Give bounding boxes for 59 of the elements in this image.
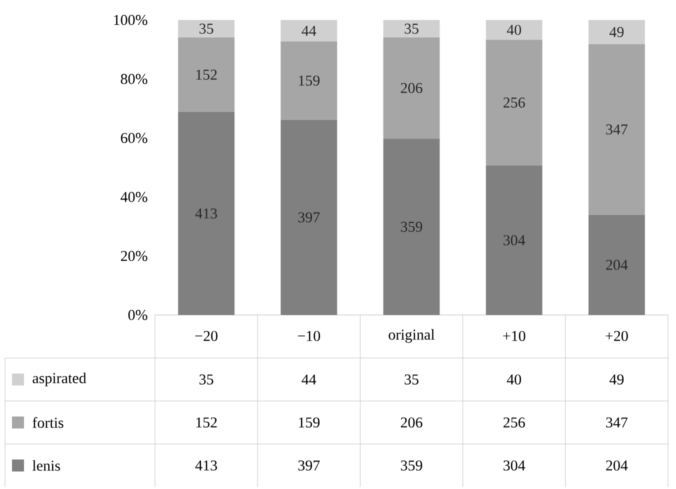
text: 256: [504, 417, 525, 428]
bar: [280, 120, 338, 315]
bar: [588, 20, 645, 44]
annotation: 204: [606, 260, 628, 270]
annotation: 35: [404, 24, 418, 34]
annotation: 347: [606, 124, 628, 134]
y-tick-label: 0%: [128, 310, 148, 320]
annotation: 413: [195, 208, 217, 219]
text: 347: [606, 417, 628, 428]
text: 35: [200, 374, 214, 385]
annotation: 206: [400, 82, 422, 94]
annotation: 152: [196, 70, 217, 80]
x-tick-label: −10: [298, 330, 320, 342]
text: 49: [610, 374, 624, 385]
bar: [280, 20, 338, 42]
annotation: 40: [506, 24, 522, 35]
annotation: 359: [400, 222, 422, 232]
text: 40: [506, 374, 522, 385]
legend-label: aspirated: [32, 372, 86, 386]
annotation: 159: [298, 76, 320, 86]
bar: [486, 20, 542, 40]
annotation: 44: [302, 26, 316, 36]
text: 206: [400, 417, 422, 428]
bar: [486, 40, 542, 166]
text: 397: [298, 460, 320, 471]
y-tick-label: 20%: [120, 250, 148, 262]
annotation: 304: [504, 235, 526, 246]
x-tick-label: −20: [195, 330, 218, 342]
annotation: 256: [504, 98, 525, 108]
text: 152: [196, 417, 217, 428]
y-tick-label: 40%: [120, 192, 148, 202]
text: 359: [400, 460, 422, 471]
text: 35: [404, 374, 418, 385]
bar: [178, 37, 235, 112]
annotation: 35: [200, 24, 214, 34]
y-tick-label: 100%: [114, 14, 148, 26]
y-tick-label: 60%: [120, 132, 148, 144]
text: 413: [195, 460, 217, 471]
bar: [588, 214, 645, 315]
bar: [588, 44, 645, 215]
annotation: 397: [298, 212, 320, 222]
annotation: 49: [610, 27, 624, 38]
bar: [383, 138, 440, 315]
bar: [280, 42, 338, 120]
bar: [178, 112, 235, 315]
legend-label: lenis: [32, 460, 60, 471]
text: 159: [298, 417, 320, 428]
x-tick-label: original: [388, 329, 435, 343]
bar: [383, 20, 440, 38]
bar: [486, 165, 542, 315]
bar: [383, 37, 440, 139]
legend-label: fortis: [32, 417, 64, 428]
text: 304: [504, 460, 526, 471]
text: 204: [606, 460, 628, 471]
x-tick-label: +20: [606, 330, 628, 342]
x-tick-label: +10: [503, 330, 526, 342]
text: 44: [302, 374, 316, 384]
y-tick-label: 80%: [120, 74, 148, 84]
bar: [178, 20, 235, 38]
